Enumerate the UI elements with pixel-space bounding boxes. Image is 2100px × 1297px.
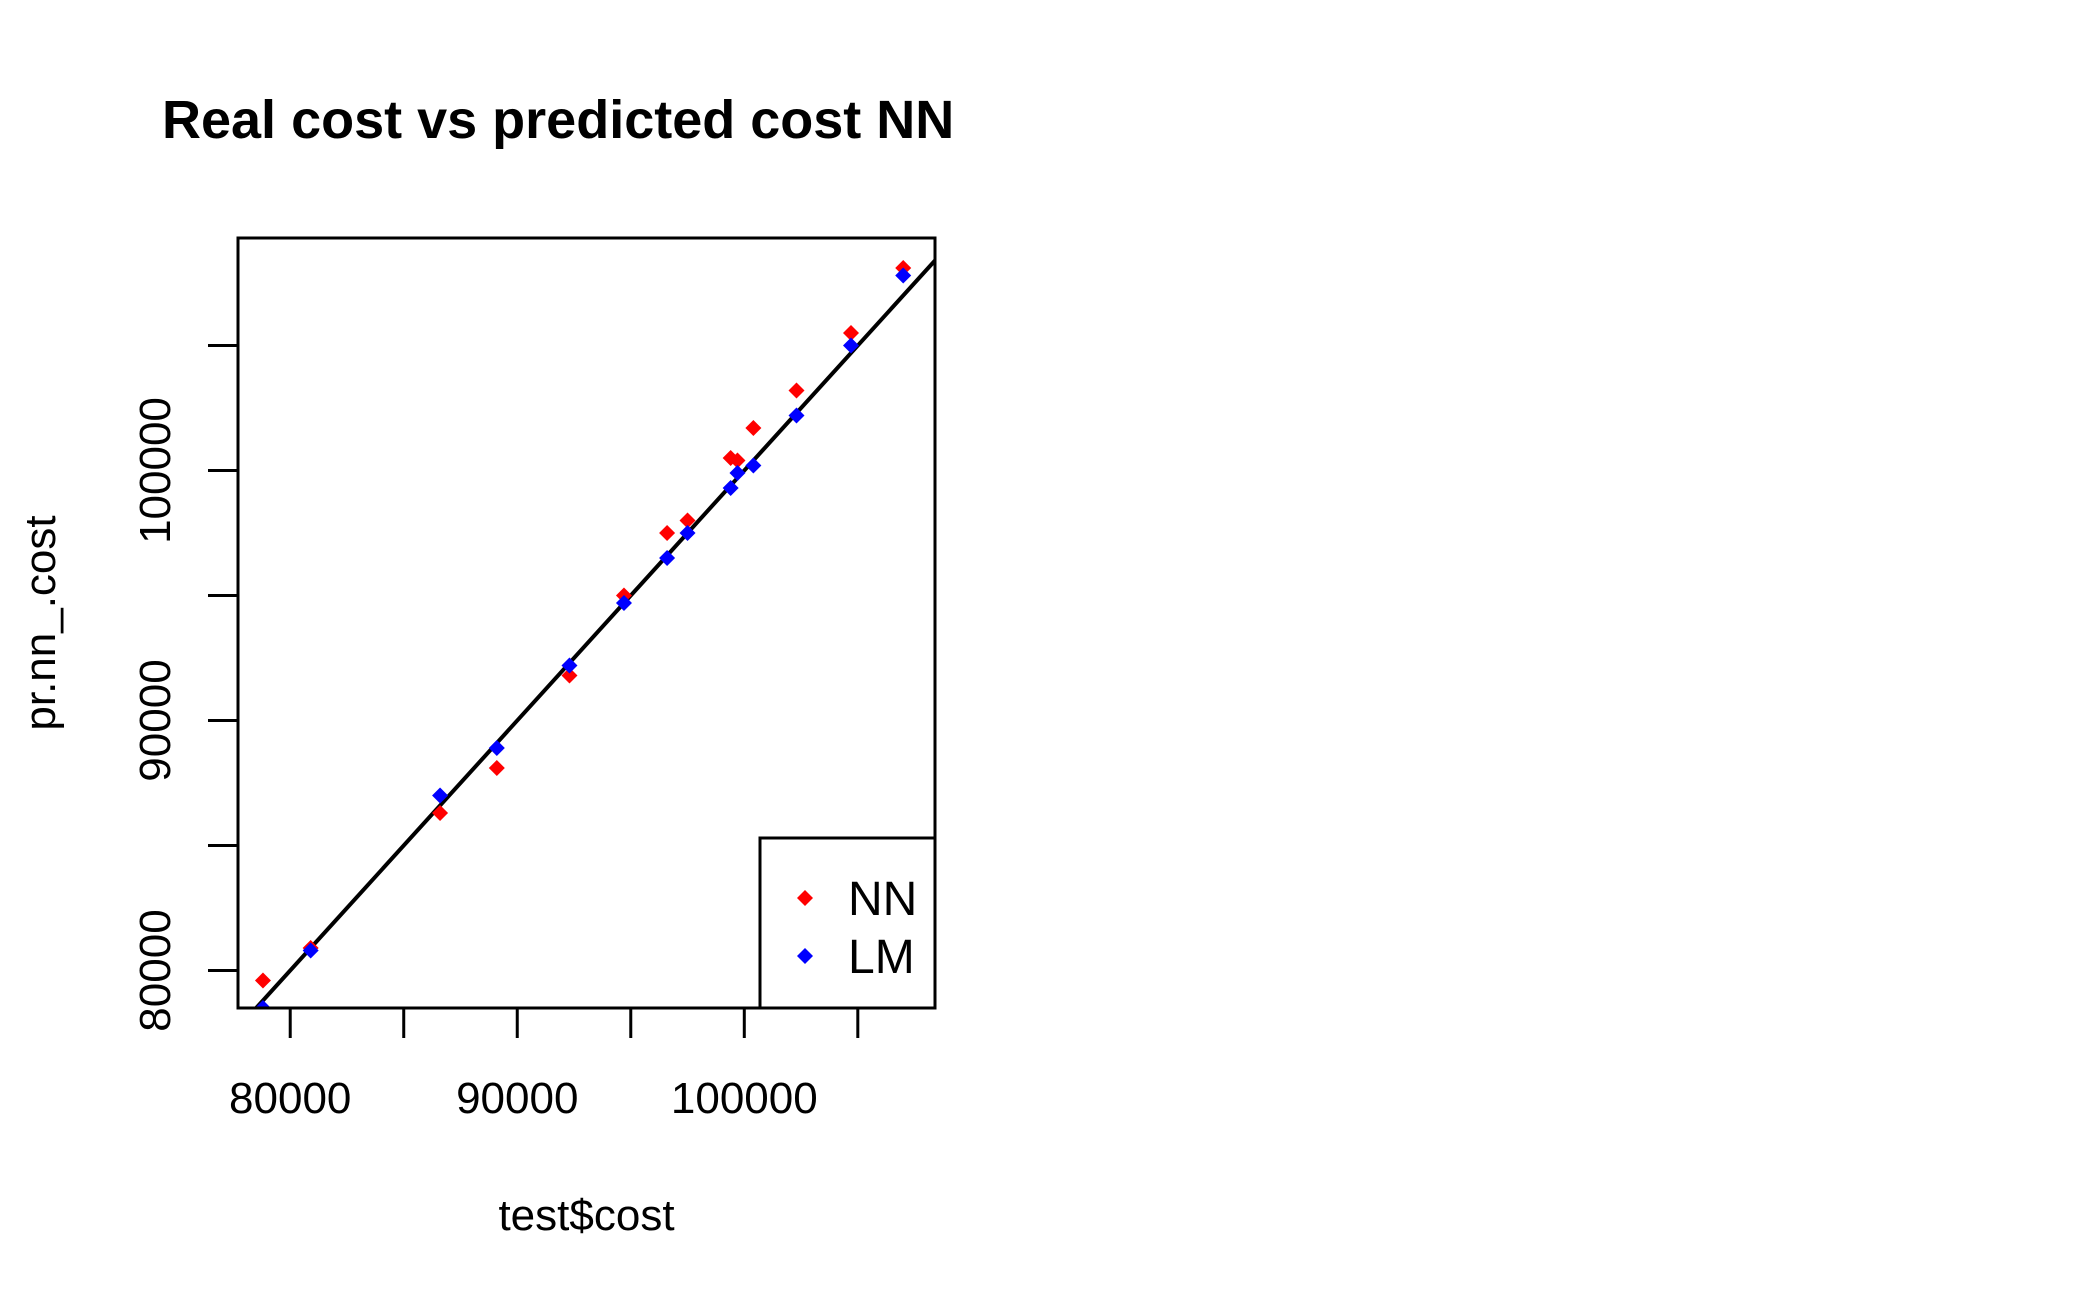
legend-label: LM <box>848 931 915 984</box>
data-point <box>302 942 319 959</box>
legend-label: NN <box>848 873 917 926</box>
data-point <box>615 595 632 611</box>
y-axis: 80000 90000 100000 <box>131 344 238 1032</box>
data-point <box>679 525 696 541</box>
data-point <box>659 550 676 566</box>
data-point <box>432 787 449 804</box>
data-point <box>659 525 676 541</box>
data-point <box>254 1000 271 1008</box>
data-point <box>729 465 746 481</box>
data-point <box>788 407 805 424</box>
legend-box <box>758 836 937 1010</box>
x-axis-label: test$cost <box>498 1191 674 1240</box>
data-point <box>842 325 859 341</box>
legend-marker <box>797 890 813 906</box>
data-point <box>432 805 449 821</box>
x-tick-label: 90000 <box>456 1074 578 1123</box>
data-point <box>561 657 578 674</box>
chart-title: Real cost vs predicted cost NN <box>162 90 954 150</box>
x-tick-label: 100000 <box>671 1074 818 1123</box>
x-tick-label: 80000 <box>229 1074 351 1123</box>
reference-line <box>253 259 935 1008</box>
data-point <box>561 667 578 684</box>
data-point <box>679 512 696 529</box>
y-axis-label: pr.nn_.cost <box>16 515 65 730</box>
y-tick-label: 90000 <box>131 659 180 781</box>
data-point <box>729 452 746 469</box>
series-lm <box>254 267 912 1008</box>
data-point <box>895 267 912 284</box>
y-tick-label: 80000 <box>131 909 180 1031</box>
legend-item-nn: NN <box>797 873 917 926</box>
legend-item-lm: LM <box>797 931 915 984</box>
data-point <box>722 480 739 496</box>
y-tick-label: 100000 <box>131 397 180 544</box>
data-point <box>254 972 271 989</box>
x-axis: 80000 90000 100000 <box>229 1008 860 1123</box>
data-point <box>745 420 762 436</box>
data-point <box>488 740 505 756</box>
data-point <box>488 760 505 776</box>
data-point <box>745 457 762 474</box>
legend-marker <box>797 948 813 964</box>
plot-area <box>253 259 935 1008</box>
data-point <box>842 337 859 354</box>
data-point <box>788 382 805 399</box>
plot-frame <box>236 236 937 1010</box>
